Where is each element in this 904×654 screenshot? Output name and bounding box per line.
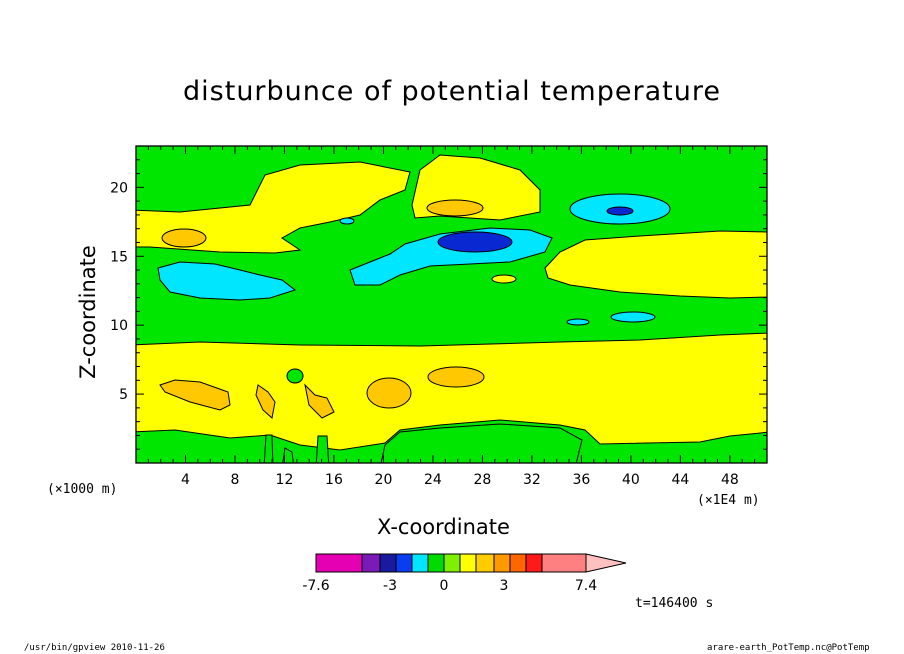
green-streak <box>282 447 294 463</box>
x-tick-label: 8 <box>231 472 240 488</box>
green-blob-small <box>286 368 304 384</box>
x-tick-label: 4 <box>181 472 190 488</box>
x-tick-label: 36 <box>572 472 590 488</box>
colorbar-cell <box>427 553 445 573</box>
contour-fill <box>136 146 767 463</box>
cyan-region-left <box>157 261 297 301</box>
colorbar-cell <box>525 553 543 573</box>
colorbar-cell <box>411 553 429 573</box>
x-unit-left-label: (×1000 m) <box>47 482 118 497</box>
green-patch-bottom <box>380 423 583 463</box>
colorbar-label: 0 <box>440 578 449 594</box>
colorbar-cell <box>395 553 413 573</box>
orange-blob <box>426 199 484 217</box>
colorbar-label: -7.6 <box>302 578 329 594</box>
orange-blob <box>159 379 231 411</box>
x-unit-right-label: (×1E4 m) <box>697 493 760 508</box>
yellow-region-right <box>544 230 767 299</box>
blue-core-small <box>606 206 634 216</box>
blue-core <box>437 231 513 253</box>
x-tick-label: 28 <box>474 472 492 488</box>
chart-title: disturbunce of potential temperature <box>183 76 721 107</box>
orange-blob <box>304 383 335 419</box>
footer-left: /usr/bin/gpview 2010-11-26 <box>24 643 165 653</box>
cyan-blob <box>566 318 590 326</box>
orange-blob <box>366 377 412 409</box>
x-tick-label: 12 <box>276 472 294 488</box>
x-tick-label: 48 <box>721 472 739 488</box>
y-tick-label: 20 <box>110 180 128 196</box>
orange-blob <box>427 366 485 388</box>
colorbar: -7.6 -3 0 3 7.4 <box>302 553 627 594</box>
colorbar-cell <box>379 553 397 573</box>
plot-frame <box>135 145 768 464</box>
colorbar-cell <box>361 553 381 573</box>
colorbar-cell <box>509 553 527 573</box>
orange-blob <box>255 384 276 419</box>
time-label: t=146400 s <box>635 596 714 611</box>
y-tick-label: 10 <box>110 318 128 334</box>
x-tick-label: 40 <box>622 472 640 488</box>
x-tick-label: 16 <box>325 472 343 488</box>
yellow-blob-small <box>491 274 517 284</box>
y-tick-label: 15 <box>110 249 128 265</box>
colorbar-label: 3 <box>500 578 509 594</box>
y-axis-label: Z-coordinate <box>76 245 100 379</box>
colorbar-label: -3 <box>383 578 397 594</box>
footer-right: arare-earth_PotTemp.nc@PotTemp <box>707 643 870 653</box>
colorbar-cell <box>475 553 495 573</box>
y-tick-label: 5 <box>119 387 128 403</box>
x-axis-label: X-coordinate <box>377 515 510 539</box>
colorbar-cell <box>459 553 477 573</box>
orange-blob <box>161 228 207 248</box>
colorbar-cell <box>315 553 363 573</box>
green-streak <box>315 435 330 463</box>
colorbar-cell <box>541 553 587 573</box>
colorbar-label: 7.4 <box>575 578 597 594</box>
colorbar-cell <box>493 553 511 573</box>
colorbar-arrow <box>585 553 627 573</box>
plot-area <box>136 146 767 463</box>
cyan-blob <box>610 311 656 323</box>
cyan-blob <box>339 217 355 225</box>
x-tick-label: 44 <box>671 472 689 488</box>
x-tick-label: 24 <box>424 472 442 488</box>
yellow-region-upper-left <box>136 161 411 254</box>
x-tick-label: 20 <box>375 472 393 488</box>
x-tick-label: 32 <box>523 472 541 488</box>
green-streak <box>263 434 274 463</box>
colorbar-cell <box>443 553 461 573</box>
